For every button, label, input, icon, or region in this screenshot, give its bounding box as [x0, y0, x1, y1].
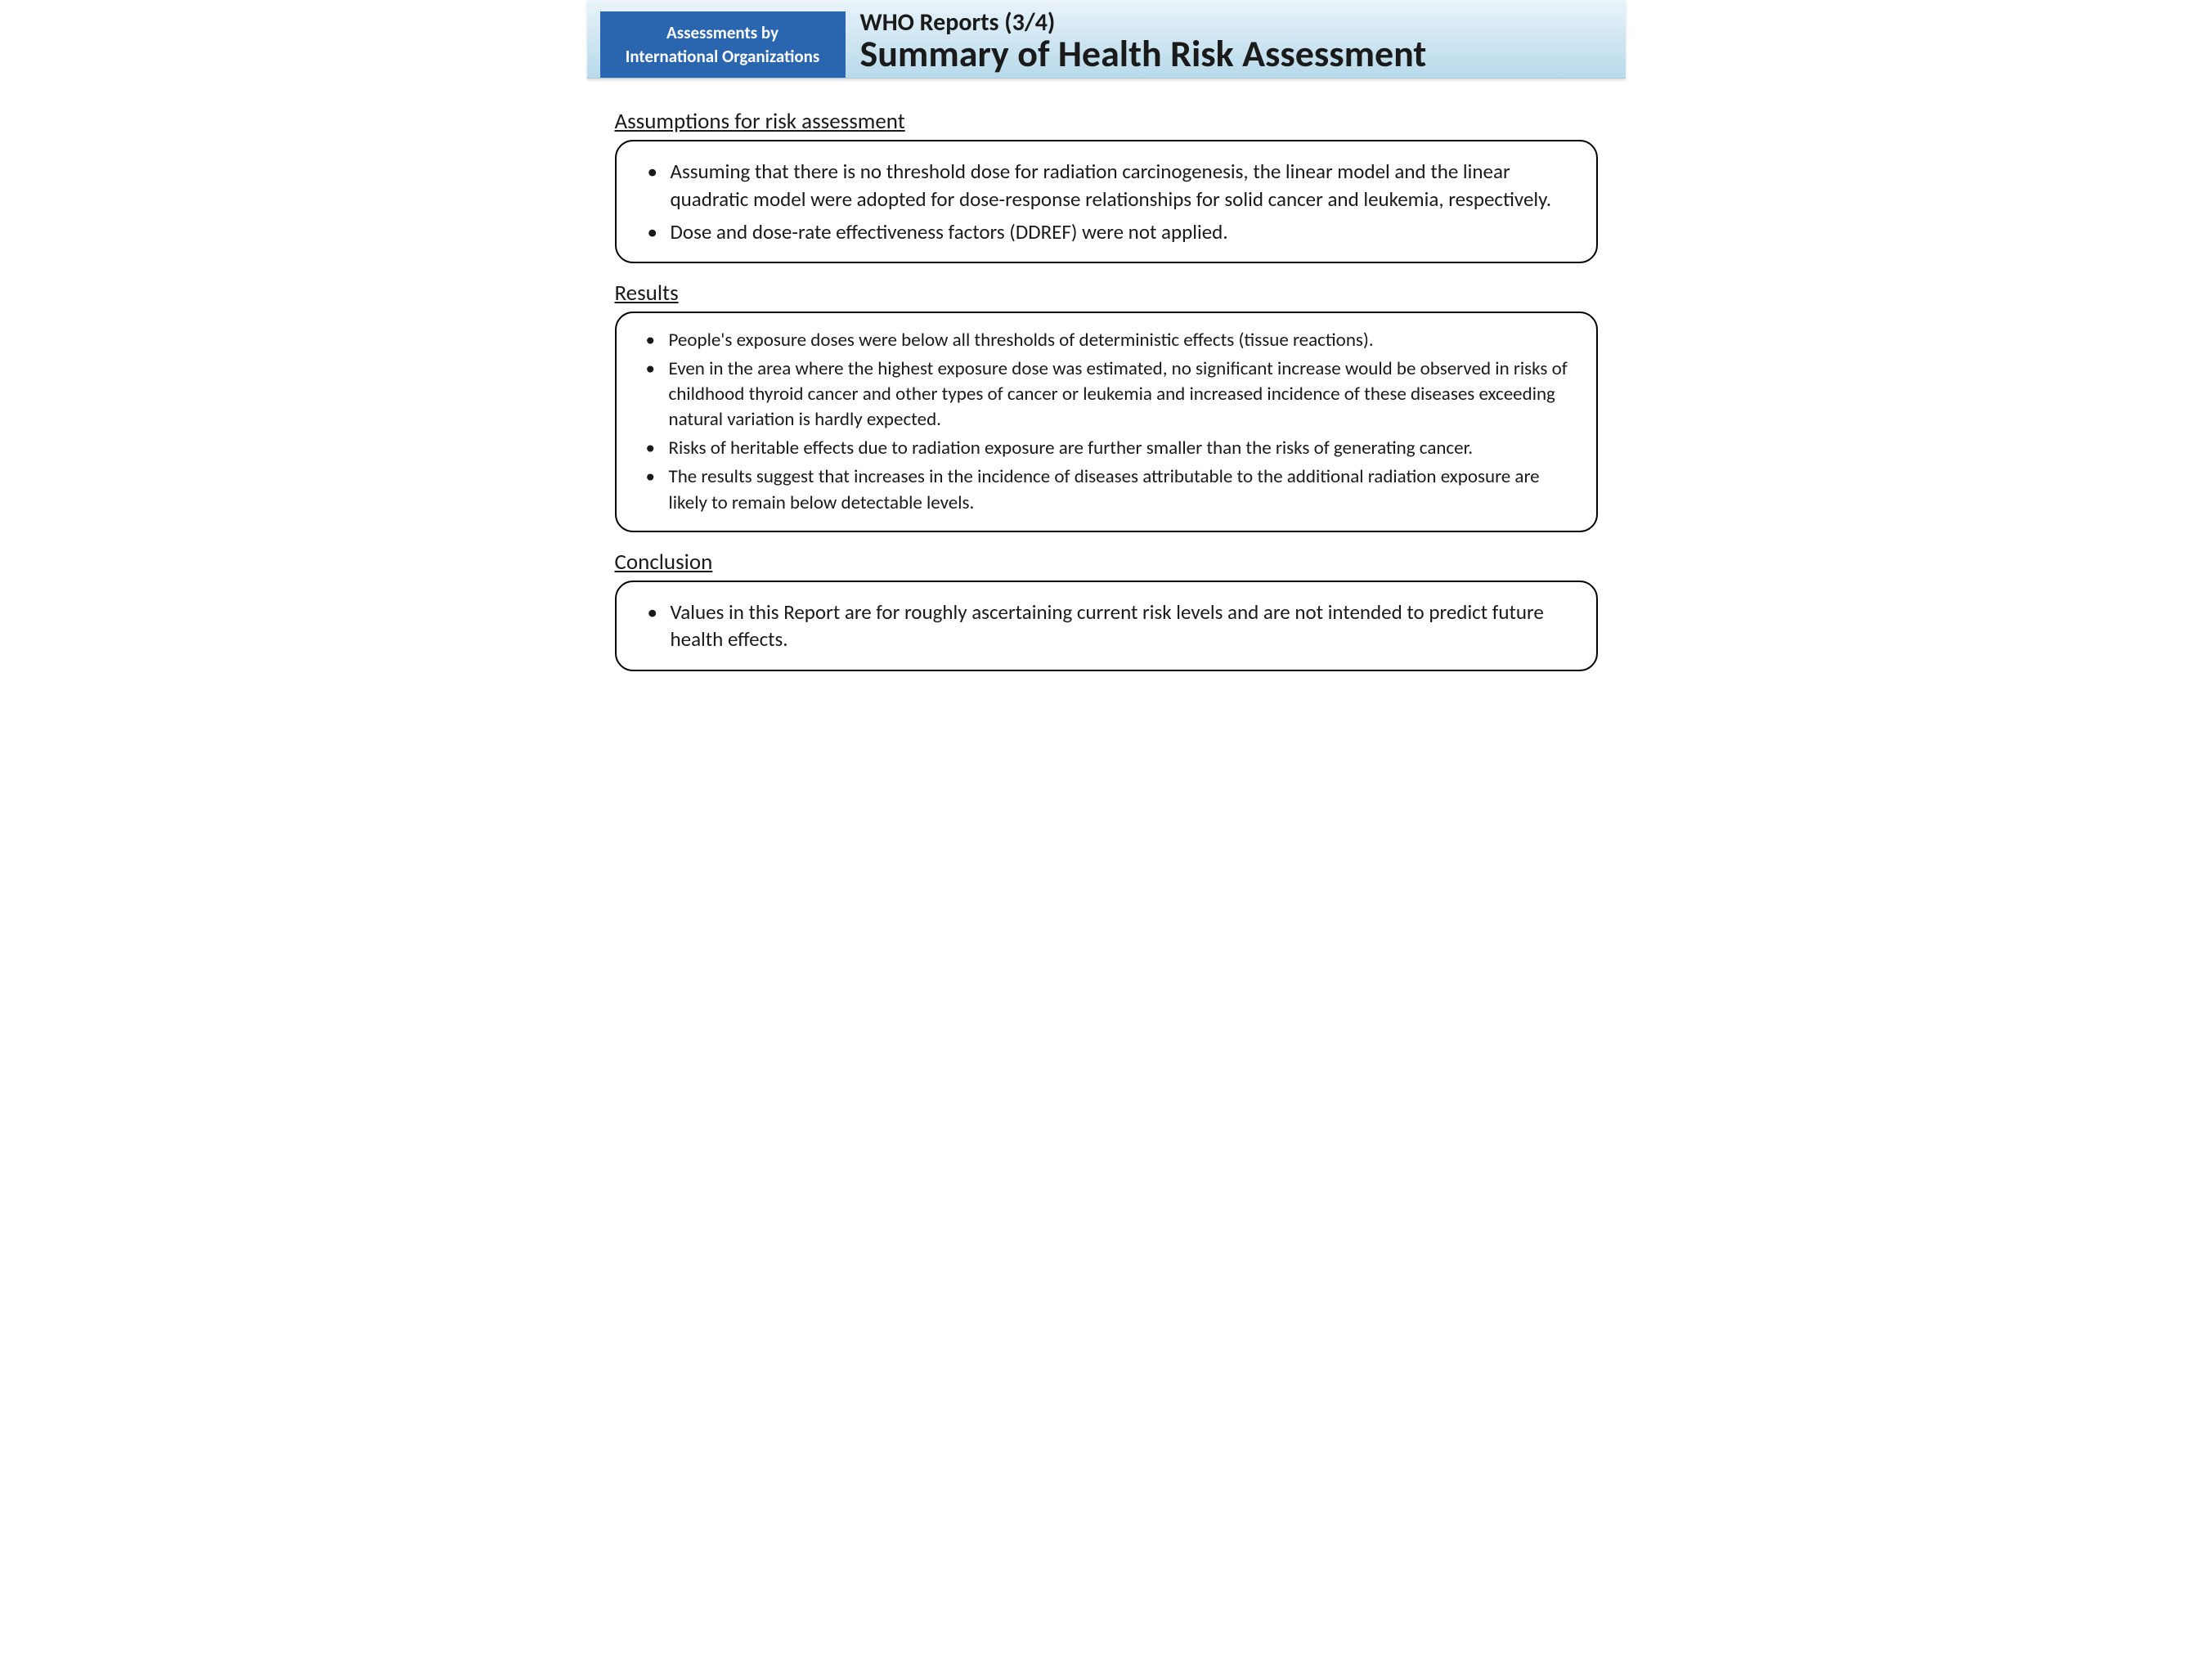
list-item: Values in this Report are for roughly as… [641, 599, 1577, 654]
list-item: Assuming that there is no threshold dose… [641, 158, 1577, 213]
section-heading-assumptions: Assumptions for risk assessment [615, 108, 1598, 135]
badge-line-2: International Organizations [615, 45, 831, 68]
bullet-list: Assuming that there is no threshold dose… [641, 158, 1577, 245]
page-title: Summary of Health Risk Assessment [860, 34, 1427, 74]
badge-line-1: Assessments by [615, 21, 831, 44]
list-item: Even in the area where the highest expos… [641, 356, 1577, 433]
section-heading-conclusion: Conclusion [615, 549, 1598, 576]
header-bar: Assessments by International Organizatio… [587, 0, 1626, 78]
section-heading-results: Results [615, 280, 1598, 307]
box-results: People's exposure doses were below all t… [615, 312, 1598, 531]
title-block: WHO Reports (3/4) Summary of Health Risk… [846, 0, 1427, 78]
box-conclusion: Values in this Report are for roughly as… [615, 581, 1598, 672]
bullet-list: People's exposure doses were below all t… [641, 328, 1577, 515]
list-item: People's exposure doses were below all t… [641, 328, 1577, 353]
content-area: Assumptions for risk assessment Assuming… [587, 78, 1626, 712]
box-assumptions: Assuming that there is no threshold dose… [615, 140, 1598, 263]
bullet-list: Values in this Report are for roughly as… [641, 599, 1577, 654]
category-badge: Assessments by International Organizatio… [600, 11, 846, 78]
list-item: Dose and dose-rate effectiveness factors… [641, 218, 1577, 246]
list-item: The results suggest that increases in th… [641, 464, 1577, 515]
list-item: Risks of heritable effects due to radiat… [641, 436, 1577, 461]
